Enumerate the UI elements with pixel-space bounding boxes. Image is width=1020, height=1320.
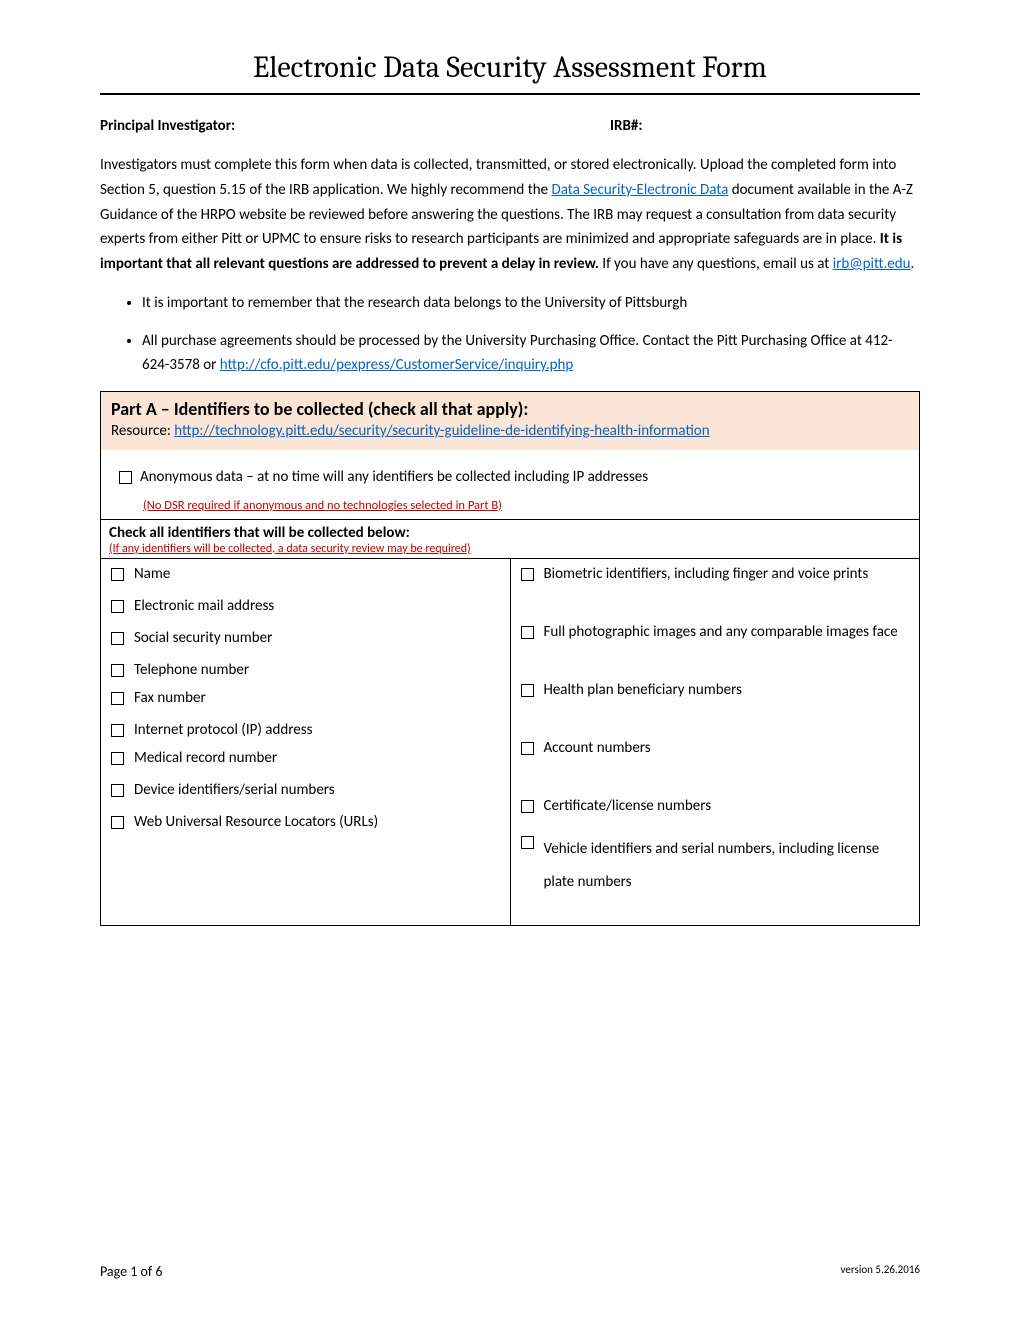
bullet-1: It is important to remember that the res…: [142, 291, 920, 315]
id-account: Account numbers: [544, 739, 651, 757]
part-a-resource: Resource: http://technology.pitt.edu/sec…: [111, 422, 909, 440]
checkbox-biometric[interactable]: [521, 568, 534, 581]
anonymous-section: Anonymous data – at no time will any ide…: [100, 450, 920, 519]
part-a-title: Part A – Identifiers to be collected (ch…: [111, 398, 909, 420]
id-name: Name: [134, 565, 170, 583]
resource-link[interactable]: http://technology.pitt.edu/security/secu…: [174, 422, 709, 440]
id-email: Electronic mail address: [134, 597, 274, 615]
checkbox-fax[interactable]: [111, 692, 124, 705]
checkbox-name[interactable]: [111, 568, 124, 581]
id-vehicle: Vehicle identifiers and serial numbers, …: [544, 833, 910, 899]
id-ssn: Social security number: [134, 629, 272, 647]
data-security-link[interactable]: Data Security-Electronic Data: [551, 181, 728, 199]
page-number: Page 1 of 6: [100, 1263, 162, 1280]
id-mrn: Medical record number: [134, 749, 277, 767]
check-header-title: Check all identifiers that will be colle…: [109, 524, 911, 542]
check-identifiers-header: Check all identifiers that will be colle…: [100, 519, 920, 559]
id-photo: Full photographic images and any compara…: [544, 623, 898, 641]
checkbox-account[interactable]: [521, 742, 534, 755]
id-phone: Telephone number: [134, 661, 249, 679]
id-url: Web Universal Resource Locators (URLs): [134, 813, 378, 831]
part-a-header: Part A – Identifiers to be collected (ch…: [100, 391, 920, 450]
checkbox-ip[interactable]: [111, 724, 124, 737]
bullet-list: It is important to remember that the res…: [142, 291, 920, 377]
purchasing-link[interactable]: http://cfo.pitt.edu/pexpress/CustomerSer…: [220, 356, 574, 374]
checkbox-phone[interactable]: [111, 664, 124, 677]
anonymous-text: Anonymous data – at no time will any ide…: [140, 468, 648, 486]
anonymous-note: (No DSR required if anonymous and no tec…: [143, 498, 901, 513]
checkbox-url[interactable]: [111, 816, 124, 829]
header-row: Principal Investigator: IRB#:: [100, 117, 920, 135]
checkbox-photo[interactable]: [521, 626, 534, 639]
id-ip: Internet protocol (IP) address: [134, 721, 312, 739]
checkbox-healthplan[interactable]: [521, 684, 534, 697]
checkbox-vehicle[interactable]: [521, 836, 534, 849]
anonymous-checkbox[interactable]: [119, 471, 132, 484]
id-cert: Certificate/license numbers: [544, 797, 712, 815]
irb-email-link[interactable]: irb@pitt.edu: [833, 255, 911, 273]
identifiers-left-column: Name Electronic mail address Social secu…: [101, 559, 511, 925]
intro-text-3: If you have any questions, email us at: [599, 255, 833, 273]
checkbox-mrn[interactable]: [111, 752, 124, 765]
identifiers-right-column: Biometric identifiers, including finger …: [511, 559, 920, 925]
checkbox-cert[interactable]: [521, 800, 534, 813]
id-biometric: Biometric identifiers, including finger …: [544, 565, 869, 583]
checkbox-device[interactable]: [111, 784, 124, 797]
id-healthplan: Health plan beneficiary numbers: [544, 681, 742, 699]
intro-text-4: .: [911, 255, 915, 273]
checkbox-email[interactable]: [111, 600, 124, 613]
page-footer: Page 1 of 6 version 5.26.2016: [100, 1263, 920, 1280]
bullet-2: All purchase agreements should be proces…: [142, 329, 920, 377]
id-device: Device identifiers/serial numbers: [134, 781, 335, 799]
intro-paragraph: Investigators must complete this form wh…: [100, 153, 920, 277]
id-fax: Fax number: [134, 689, 206, 707]
check-header-note: (If any identifiers will be collected, a…: [109, 542, 911, 556]
resource-label: Resource:: [111, 422, 174, 440]
version-label: version 5.26.2016: [841, 1263, 920, 1280]
irb-label: IRB#:: [610, 117, 642, 135]
identifiers-table: Name Electronic mail address Social secu…: [100, 559, 920, 926]
checkbox-ssn[interactable]: [111, 632, 124, 645]
document-title: Electronic Data Security Assessment Form: [100, 50, 920, 95]
pi-label: Principal Investigator:: [100, 117, 610, 135]
